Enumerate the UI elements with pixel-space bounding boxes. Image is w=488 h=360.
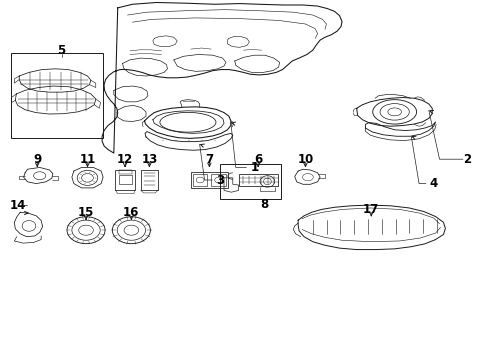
Text: 10: 10: [297, 153, 313, 166]
Text: 15: 15: [78, 207, 94, 220]
Text: 13: 13: [141, 153, 157, 166]
Bar: [115, 170, 135, 190]
Text: 11: 11: [79, 153, 96, 166]
Text: 3: 3: [216, 174, 224, 186]
Bar: [220, 164, 281, 199]
Text: 4: 4: [428, 177, 437, 190]
Bar: [190, 172, 227, 188]
Text: 12: 12: [117, 153, 133, 166]
Text: 1: 1: [250, 161, 258, 174]
Text: 9: 9: [33, 153, 41, 166]
Bar: [11, 53, 103, 138]
Bar: [238, 174, 277, 186]
Text: 7: 7: [205, 153, 213, 166]
Bar: [119, 175, 132, 184]
Text: 8: 8: [259, 198, 267, 211]
Bar: [211, 174, 225, 186]
Text: 6: 6: [253, 153, 262, 166]
Text: 14: 14: [10, 199, 26, 212]
Text: 5: 5: [58, 44, 66, 57]
Text: 16: 16: [123, 207, 139, 220]
Text: 17: 17: [363, 203, 379, 216]
Text: 2: 2: [462, 153, 470, 166]
Bar: [192, 174, 207, 186]
Bar: [119, 170, 132, 174]
Bar: [141, 170, 158, 190]
